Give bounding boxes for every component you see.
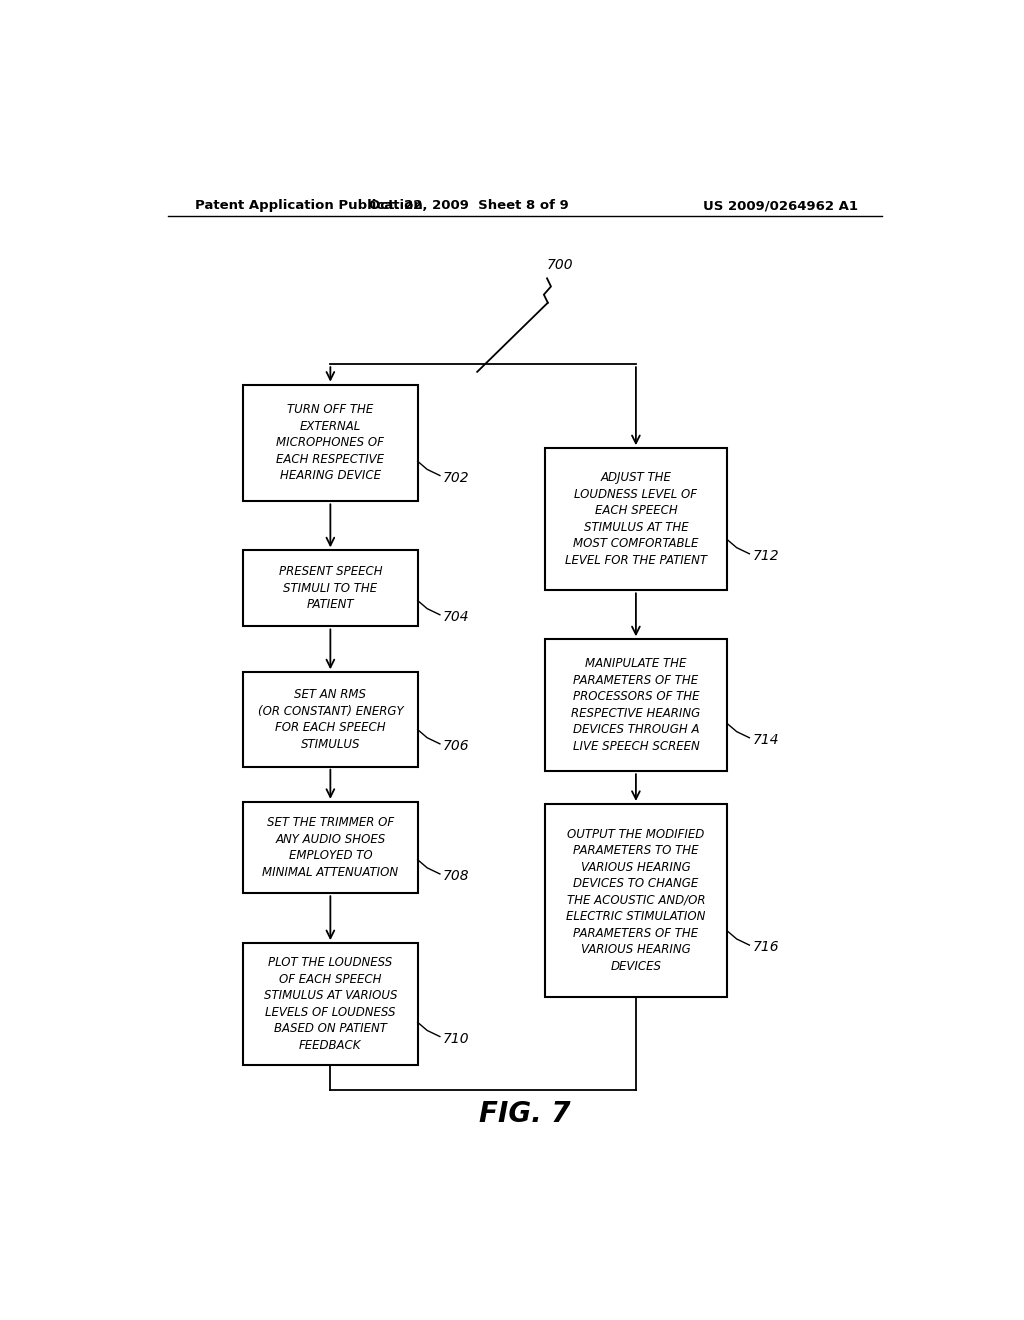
Text: SET AN RMS
(OR CONSTANT) ENERGY
FOR EACH SPEECH
STIMULUS: SET AN RMS (OR CONSTANT) ENERGY FOR EACH… [258,688,403,751]
Text: US 2009/0264962 A1: US 2009/0264962 A1 [703,199,858,213]
Text: 710: 710 [443,1032,470,1045]
Text: TURN OFF THE
EXTERNAL
MICROPHONES OF
EACH RESPECTIVE
HEARING DEVICE: TURN OFF THE EXTERNAL MICROPHONES OF EAC… [276,404,384,483]
Text: Patent Application Publication: Patent Application Publication [196,199,423,213]
Text: 712: 712 [753,549,779,562]
Text: 716: 716 [753,940,779,954]
Text: Oct. 22, 2009  Sheet 8 of 9: Oct. 22, 2009 Sheet 8 of 9 [370,199,569,213]
Bar [243,672,418,767]
Text: 704: 704 [443,610,470,624]
Text: ADJUST THE
LOUDNESS LEVEL OF
EACH SPEECH
STIMULUS AT THE
MOST COMFORTABLE
LEVEL : ADJUST THE LOUDNESS LEVEL OF EACH SPEECH… [565,471,707,568]
Bar [545,639,727,771]
Bar [545,447,727,590]
Text: MANIPULATE THE
PARAMETERS OF THE
PROCESSORS OF THE
RESPECTIVE HEARING
DEVICES TH: MANIPULATE THE PARAMETERS OF THE PROCESS… [571,657,700,752]
Text: PLOT THE LOUDNESS
OF EACH SPEECH
STIMULUS AT VARIOUS
LEVELS OF LOUDNESS
BASED ON: PLOT THE LOUDNESS OF EACH SPEECH STIMULU… [263,956,397,1052]
Text: 708: 708 [443,869,470,883]
Bar [243,942,418,1065]
Text: SET THE TRIMMER OF
ANY AUDIO SHOES
EMPLOYED TO
MINIMAL ATTENUATION: SET THE TRIMMER OF ANY AUDIO SHOES EMPLO… [262,816,398,879]
Text: FIG. 7: FIG. 7 [479,1100,570,1127]
Text: 702: 702 [443,470,470,484]
Bar [243,801,418,894]
Text: 700: 700 [547,259,573,272]
Bar [243,550,418,627]
Bar [545,804,727,997]
Text: PRESENT SPEECH
STIMULI TO THE
PATIENT: PRESENT SPEECH STIMULI TO THE PATIENT [279,565,382,611]
Text: 714: 714 [753,733,779,747]
Text: 706: 706 [443,739,470,752]
Text: OUTPUT THE MODIFIED
PARAMETERS TO THE
VARIOUS HEARING
DEVICES TO CHANGE
THE ACOU: OUTPUT THE MODIFIED PARAMETERS TO THE VA… [566,828,706,973]
Bar [243,384,418,502]
